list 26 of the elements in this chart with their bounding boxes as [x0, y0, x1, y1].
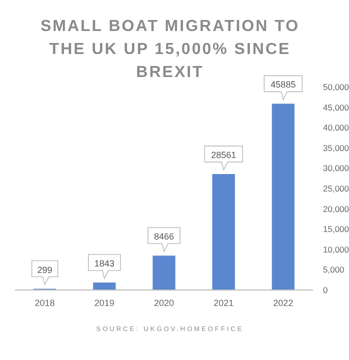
y-tick-label: 30,000: [323, 163, 349, 174]
bar: [272, 104, 295, 290]
bar: [152, 256, 176, 290]
y-tick-label: 45,000: [323, 102, 349, 112]
x-tick-label: 2020: [154, 298, 174, 308]
bar: [212, 174, 235, 290]
chart-title: SMALL BOAT MIGRATION TO THE UK UP 15,000% SINCE BREXIT: [40, 18, 300, 81]
bar: [93, 282, 116, 290]
data-label: 28561: [211, 150, 236, 160]
x-tick-label: 2018: [34, 298, 55, 308]
y-tick-label: 20,000: [323, 204, 349, 214]
y-tick-label: 25,000: [323, 184, 349, 194]
x-tick-label: 2021: [214, 298, 234, 308]
y-tick-label: 0: [323, 285, 328, 295]
y-tick-label: 50,000: [323, 82, 349, 92]
data-label: 299: [37, 264, 52, 275]
data-label: 8466: [154, 232, 174, 242]
x-tick-label: 2019: [94, 298, 114, 308]
y-tick-label: 35,000: [323, 142, 349, 153]
data-label: 1843: [94, 258, 114, 269]
y-tick-label: 10,000: [323, 244, 349, 254]
y-tick-label: 15,000: [323, 224, 349, 234]
data-label: 45885: [270, 80, 296, 90]
y-tick-label: 5,000: [323, 264, 345, 275]
x-tick-label: 2022: [273, 298, 294, 308]
y-tick-label: 40,000: [323, 122, 349, 133]
